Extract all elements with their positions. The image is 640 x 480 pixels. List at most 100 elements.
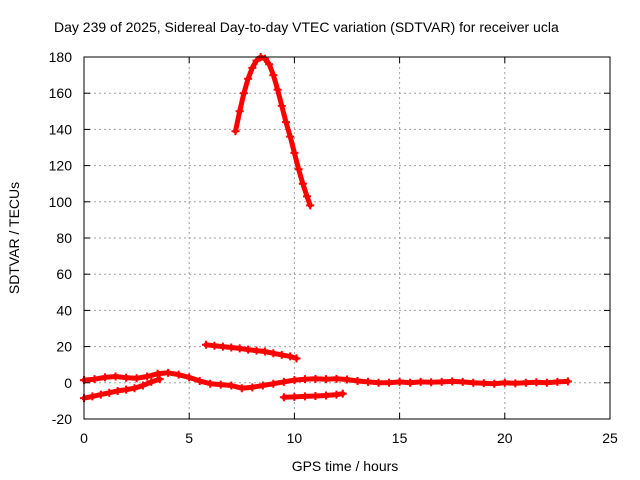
data-points (80, 53, 572, 403)
data-point (244, 74, 253, 83)
x-tick-label: 25 (602, 430, 618, 446)
data-point (101, 373, 110, 382)
y-tick-label: 40 (56, 302, 72, 318)
data-point (277, 101, 286, 110)
y-tick-label: 20 (56, 339, 72, 355)
y-tick-label: 180 (49, 49, 73, 65)
data-point (210, 341, 219, 350)
data-point (174, 370, 183, 379)
data-point (88, 392, 97, 401)
x-tick-label: 10 (287, 430, 303, 446)
y-tick-label: 100 (49, 194, 73, 210)
data-point (202, 340, 211, 349)
data-point (311, 392, 320, 401)
series-arc-peak (231, 53, 315, 210)
data-point (437, 377, 446, 386)
data-point (277, 350, 286, 359)
data-point (364, 377, 373, 386)
series-arc-main (80, 368, 572, 393)
data-point (298, 179, 307, 188)
data-point (300, 375, 309, 384)
data-point (511, 379, 520, 388)
x-tick-label: 0 (80, 430, 88, 446)
data-point (227, 381, 236, 390)
data-point (290, 148, 299, 157)
data-point (374, 378, 383, 387)
data-point (96, 390, 105, 399)
y-tick-label: -20 (52, 411, 72, 427)
data-point (111, 372, 120, 381)
data-point (338, 389, 347, 398)
data-point (252, 346, 261, 355)
data-point (290, 392, 299, 401)
data-point (306, 201, 315, 210)
data-point (147, 377, 156, 386)
data-point (406, 378, 415, 387)
data-point (427, 378, 436, 387)
data-point (130, 384, 139, 393)
data-point (235, 344, 244, 353)
data-point (321, 375, 330, 384)
data-point (269, 71, 278, 80)
y-tick-label: 160 (49, 85, 73, 101)
data-point (90, 375, 99, 384)
data-point (227, 343, 236, 352)
data-point (281, 118, 290, 127)
data-point (273, 85, 282, 94)
data-point (143, 372, 152, 381)
data-point (395, 377, 404, 386)
x-tick-label: 5 (185, 430, 193, 446)
data-point (231, 127, 240, 136)
x-axis-label: GPS time / hours (292, 458, 399, 474)
data-point (303, 192, 312, 201)
gridlines (84, 57, 610, 419)
data-point (153, 369, 162, 378)
data-point (448, 377, 457, 386)
data-point (353, 376, 362, 385)
data-point (532, 378, 541, 387)
data-point (252, 56, 261, 65)
data-point (185, 373, 194, 382)
data-point (479, 379, 488, 388)
data-point (105, 388, 114, 397)
data-point (300, 392, 309, 401)
data-point (490, 379, 499, 388)
chart-title: Day 239 of 2025, Sidereal Day-to-day VTE… (54, 19, 559, 35)
data-point (321, 391, 330, 400)
data-point (500, 378, 509, 387)
data-point (279, 377, 288, 386)
series-arc-low (80, 375, 164, 403)
data-point (343, 375, 351, 384)
data-point (122, 385, 131, 394)
data-point (239, 89, 248, 98)
data-point (279, 393, 288, 402)
data-point (218, 342, 227, 351)
data-point (216, 380, 225, 389)
data-point (521, 378, 530, 387)
series-arc-dip (279, 389, 347, 402)
data-point (332, 374, 341, 383)
series-trail (81, 376, 163, 401)
data-point (269, 379, 278, 388)
data-point (542, 378, 551, 387)
data-point (248, 63, 257, 72)
y-tick-label: 140 (49, 121, 73, 137)
y-tick-label: 120 (49, 158, 73, 174)
y-tick-label: 80 (56, 230, 72, 246)
data-point (553, 377, 562, 386)
data-point (269, 349, 278, 358)
data-point (260, 347, 269, 356)
data-point (132, 374, 141, 383)
data-point (286, 352, 295, 361)
data-point (286, 132, 295, 141)
data-point (248, 383, 257, 392)
data-point (195, 376, 204, 385)
data-point (237, 384, 246, 393)
data-point (235, 107, 244, 116)
data-point (155, 375, 164, 384)
data-point (563, 377, 572, 386)
x-tick-label: 20 (497, 430, 513, 446)
data-point (122, 373, 131, 382)
data-point (164, 368, 173, 377)
